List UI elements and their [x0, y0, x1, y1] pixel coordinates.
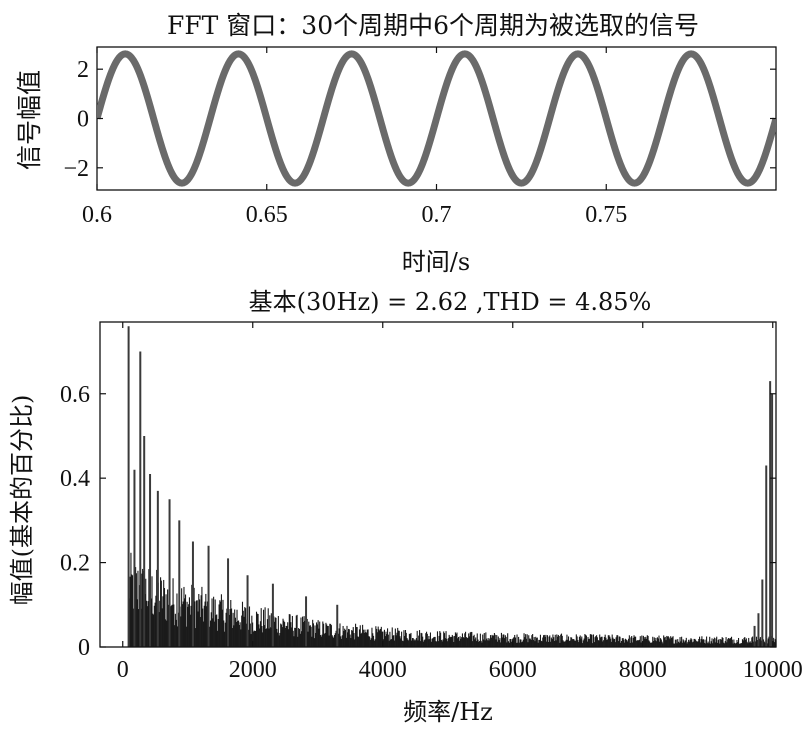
top-chart-title: FFT 窗口：30个周期中6个周期为被选取的信号: [167, 11, 699, 40]
time-domain-chart: FFT 窗口：30个周期中6个周期为被选取的信号 0.6 0.65 0.7 0.75 …: [15, 11, 777, 276]
bottom-x-tick-label: 6000: [489, 657, 537, 683]
bottom-chart-title: 基本(30Hz) = 2.62 ,THD = 4.85%: [249, 288, 652, 316]
bottom-chart-xlabel: 频率/Hz: [403, 698, 493, 726]
bottom-x-tick-label: 10000: [743, 657, 803, 683]
top-y-tick-label: 2: [77, 57, 89, 83]
top-x-tick-label: 0.75: [585, 202, 627, 228]
bottom-x-tick-label: 8000: [619, 657, 667, 683]
top-y-tick-label: 0: [77, 107, 89, 133]
top-chart-ylabel: 信号幅值: [15, 70, 44, 170]
bottom-y-tick-label: 0.4: [60, 466, 90, 492]
bottom-x-tick-label: 2000: [229, 657, 277, 683]
top-x-tick-label: 0.65: [246, 202, 288, 228]
top-chart-xlabel: 时间/s: [402, 248, 470, 276]
top-x-tick-label: 0.6: [82, 202, 112, 228]
top-y-tick-label: −2: [63, 156, 89, 182]
bottom-chart-ylabel: 幅值(基本的百分比): [8, 395, 36, 606]
bottom-y-tick-label: 0.6: [60, 382, 90, 408]
signal-waveform: [97, 50, 776, 187]
spectrum-chart: 基本(30Hz) = 2.62 ,THD = 4.85% 0 2000 4000 60…: [8, 288, 803, 726]
top-x-tick-label: 0.7: [422, 202, 452, 228]
bottom-y-tick-label: 0: [78, 635, 90, 661]
bottom-x-tick-label: 4000: [359, 657, 407, 683]
bottom-plot-frame: [99, 321, 777, 648]
bottom-y-tick-label: 0.2: [60, 551, 90, 577]
bottom-x-tick-label: 0: [117, 657, 129, 683]
